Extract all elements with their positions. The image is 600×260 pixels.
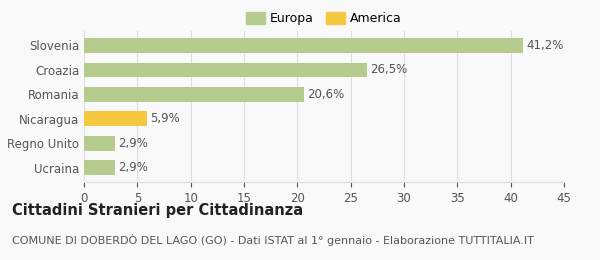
Bar	[84, 38, 523, 53]
Text: 20,6%: 20,6%	[307, 88, 344, 101]
Bar	[84, 63, 367, 77]
Bar	[84, 136, 115, 151]
Text: 26,5%: 26,5%	[370, 63, 407, 76]
Text: 5,9%: 5,9%	[150, 112, 180, 125]
Text: 2,9%: 2,9%	[118, 161, 148, 174]
Bar	[84, 87, 304, 102]
Bar	[84, 160, 115, 175]
Legend: Europa, America: Europa, America	[241, 7, 407, 30]
Bar	[84, 112, 147, 126]
Text: COMUNE DI DOBERDÒ DEL LAGO (GO) - Dati ISTAT al 1° gennaio - Elaborazione TUTTIT: COMUNE DI DOBERDÒ DEL LAGO (GO) - Dati I…	[12, 234, 534, 246]
Text: Cittadini Stranieri per Cittadinanza: Cittadini Stranieri per Cittadinanza	[12, 203, 303, 218]
Text: 41,2%: 41,2%	[527, 39, 564, 52]
Text: 2,9%: 2,9%	[118, 137, 148, 150]
